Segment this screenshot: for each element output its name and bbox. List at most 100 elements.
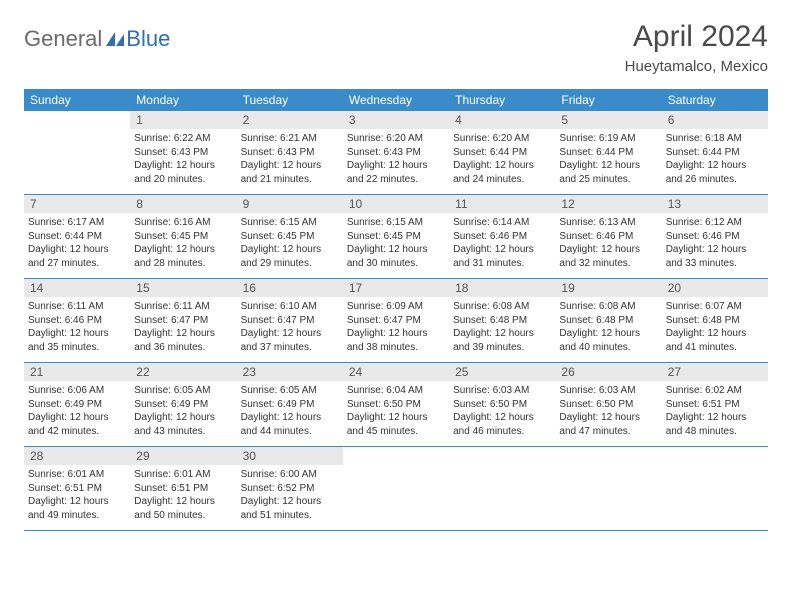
daylight-text: Daylight: 12 hours and 32 minutes. (559, 243, 657, 270)
day-cell: Sunrise: 6:20 AMSunset: 6:44 PMDaylight:… (449, 129, 555, 195)
sunrise-text: Sunrise: 6:09 AM (347, 300, 445, 314)
sunset-text: Sunset: 6:45 PM (134, 230, 232, 244)
day-cell: Sunrise: 6:04 AMSunset: 6:50 PMDaylight:… (343, 381, 449, 447)
day-cell: Sunrise: 6:06 AMSunset: 6:49 PMDaylight:… (24, 381, 130, 447)
day-number: 2 (237, 111, 343, 129)
day-number: 29 (130, 447, 236, 466)
daylight-text: Daylight: 12 hours and 21 minutes. (241, 159, 339, 186)
day-number-row: 21222324252627 (24, 363, 768, 382)
day-number-row: 14151617181920 (24, 279, 768, 298)
day-header: Friday (555, 89, 661, 111)
sunrise-text: Sunrise: 6:12 AM (666, 216, 764, 230)
day-number: 9 (237, 195, 343, 214)
sunset-text: Sunset: 6:44 PM (666, 146, 764, 160)
daylight-text: Daylight: 12 hours and 45 minutes. (347, 411, 445, 438)
sunrise-text: Sunrise: 6:01 AM (28, 468, 126, 482)
daylight-text: Daylight: 12 hours and 37 minutes. (241, 327, 339, 354)
sunrise-text: Sunrise: 6:13 AM (559, 216, 657, 230)
day-number: 30 (237, 447, 343, 466)
daylight-text: Daylight: 12 hours and 22 minutes. (347, 159, 445, 186)
daylight-text: Daylight: 12 hours and 43 minutes. (134, 411, 232, 438)
daylight-text: Daylight: 12 hours and 29 minutes. (241, 243, 339, 270)
day-number: 25 (449, 363, 555, 382)
day-cell: Sunrise: 6:13 AMSunset: 6:46 PMDaylight:… (555, 213, 661, 279)
day-cell: Sunrise: 6:01 AMSunset: 6:51 PMDaylight:… (130, 465, 236, 531)
daylight-text: Daylight: 12 hours and 50 minutes. (134, 495, 232, 522)
day-cell: Sunrise: 6:20 AMSunset: 6:43 PMDaylight:… (343, 129, 449, 195)
week-row: Sunrise: 6:17 AMSunset: 6:44 PMDaylight:… (24, 213, 768, 279)
daylight-text: Daylight: 12 hours and 36 minutes. (134, 327, 232, 354)
sunrise-text: Sunrise: 6:03 AM (559, 384, 657, 398)
title-block: April 2024 Hueytamalco, Mexico (625, 20, 768, 75)
sunrise-text: Sunrise: 6:19 AM (559, 132, 657, 146)
sunrise-text: Sunrise: 6:11 AM (134, 300, 232, 314)
sunrise-text: Sunrise: 6:15 AM (347, 216, 445, 230)
day-cell: Sunrise: 6:05 AMSunset: 6:49 PMDaylight:… (237, 381, 343, 447)
sunset-text: Sunset: 6:46 PM (28, 314, 126, 328)
sunset-text: Sunset: 6:50 PM (453, 398, 551, 412)
sunset-text: Sunset: 6:51 PM (666, 398, 764, 412)
sunset-text: Sunset: 6:46 PM (666, 230, 764, 244)
day-number-row: 282930 (24, 447, 768, 466)
week-row: Sunrise: 6:11 AMSunset: 6:46 PMDaylight:… (24, 297, 768, 363)
day-cell: Sunrise: 6:15 AMSunset: 6:45 PMDaylight:… (237, 213, 343, 279)
week-row: Sunrise: 6:22 AMSunset: 6:43 PMDaylight:… (24, 129, 768, 195)
day-cell: Sunrise: 6:01 AMSunset: 6:51 PMDaylight:… (24, 465, 130, 531)
sunset-text: Sunset: 6:51 PM (28, 482, 126, 496)
sunset-text: Sunset: 6:49 PM (241, 398, 339, 412)
day-cell: Sunrise: 6:03 AMSunset: 6:50 PMDaylight:… (555, 381, 661, 447)
day-number: 5 (555, 111, 661, 129)
sunset-text: Sunset: 6:43 PM (134, 146, 232, 160)
sunset-text: Sunset: 6:45 PM (347, 230, 445, 244)
day-number (343, 447, 449, 466)
day-number: 11 (449, 195, 555, 214)
sunrise-text: Sunrise: 6:15 AM (241, 216, 339, 230)
sunset-text: Sunset: 6:44 PM (559, 146, 657, 160)
daylight-text: Daylight: 12 hours and 41 minutes. (666, 327, 764, 354)
day-number: 28 (24, 447, 130, 466)
sunrise-text: Sunrise: 6:17 AM (28, 216, 126, 230)
sunrise-text: Sunrise: 6:10 AM (241, 300, 339, 314)
day-cell: Sunrise: 6:12 AMSunset: 6:46 PMDaylight:… (662, 213, 768, 279)
day-number-row: 78910111213 (24, 195, 768, 214)
daylight-text: Daylight: 12 hours and 48 minutes. (666, 411, 764, 438)
day-number: 16 (237, 279, 343, 298)
day-header: Wednesday (343, 89, 449, 111)
month-title: April 2024 (625, 20, 768, 54)
day-header: Saturday (662, 89, 768, 111)
daylight-text: Daylight: 12 hours and 39 minutes. (453, 327, 551, 354)
day-cell: Sunrise: 6:14 AMSunset: 6:46 PMDaylight:… (449, 213, 555, 279)
sunrise-text: Sunrise: 6:01 AM (134, 468, 232, 482)
day-number: 14 (24, 279, 130, 298)
sunrise-text: Sunrise: 6:18 AM (666, 132, 764, 146)
calendar-table: Sunday Monday Tuesday Wednesday Thursday… (24, 89, 768, 531)
day-header: Sunday (24, 89, 130, 111)
sunrise-text: Sunrise: 6:06 AM (28, 384, 126, 398)
daylight-text: Daylight: 12 hours and 31 minutes. (453, 243, 551, 270)
sunset-text: Sunset: 6:48 PM (666, 314, 764, 328)
sunset-text: Sunset: 6:48 PM (453, 314, 551, 328)
sunset-text: Sunset: 6:44 PM (28, 230, 126, 244)
daylight-text: Daylight: 12 hours and 47 minutes. (559, 411, 657, 438)
sunrise-text: Sunrise: 6:22 AM (134, 132, 232, 146)
day-number: 24 (343, 363, 449, 382)
sunrise-text: Sunrise: 6:05 AM (241, 384, 339, 398)
sunset-text: Sunset: 6:44 PM (453, 146, 551, 160)
day-cell: Sunrise: 6:19 AMSunset: 6:44 PMDaylight:… (555, 129, 661, 195)
daylight-text: Daylight: 12 hours and 35 minutes. (28, 327, 126, 354)
daylight-text: Daylight: 12 hours and 49 minutes. (28, 495, 126, 522)
day-cell: Sunrise: 6:08 AMSunset: 6:48 PMDaylight:… (449, 297, 555, 363)
sunrise-text: Sunrise: 6:08 AM (453, 300, 551, 314)
day-cell: Sunrise: 6:11 AMSunset: 6:47 PMDaylight:… (130, 297, 236, 363)
location-text: Hueytamalco, Mexico (625, 58, 768, 75)
daylight-text: Daylight: 12 hours and 20 minutes. (134, 159, 232, 186)
sunrise-text: Sunrise: 6:14 AM (453, 216, 551, 230)
day-number: 20 (662, 279, 768, 298)
logo-text-general: General (24, 26, 102, 52)
daylight-text: Daylight: 12 hours and 27 minutes. (28, 243, 126, 270)
daylight-text: Daylight: 12 hours and 30 minutes. (347, 243, 445, 270)
sunset-text: Sunset: 6:47 PM (134, 314, 232, 328)
sunset-text: Sunset: 6:50 PM (559, 398, 657, 412)
daylight-text: Daylight: 12 hours and 24 minutes. (453, 159, 551, 186)
day-cell: Sunrise: 6:22 AMSunset: 6:43 PMDaylight:… (130, 129, 236, 195)
